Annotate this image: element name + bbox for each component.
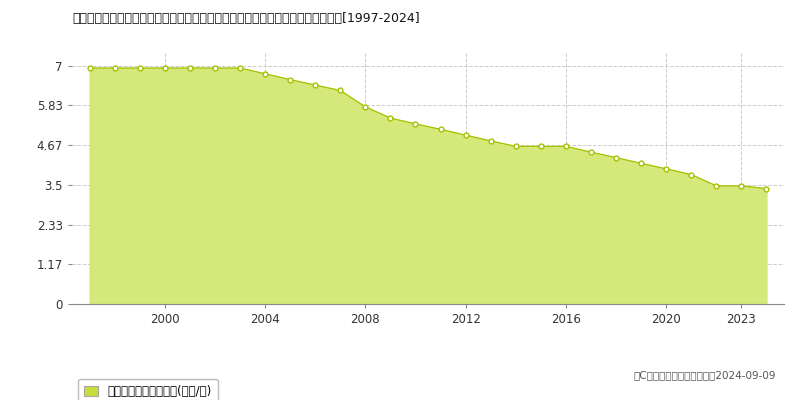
Text: （C）土地価格ドットコム　2024-09-09: （C）土地価格ドットコム 2024-09-09: [634, 370, 776, 380]
Legend: 基準地価　平均坪単価(万円/坪): 基準地価 平均坪単価(万円/坪): [78, 379, 218, 400]
Text: 鴥取県八頭郡若桜町大字若桜字古海橋ノ本１１１１番３２　基準地価　地価推移[1997-2024]: 鴥取県八頭郡若桜町大字若桜字古海橋ノ本１１１１番３２ 基準地価 地価推移[199…: [72, 12, 420, 25]
